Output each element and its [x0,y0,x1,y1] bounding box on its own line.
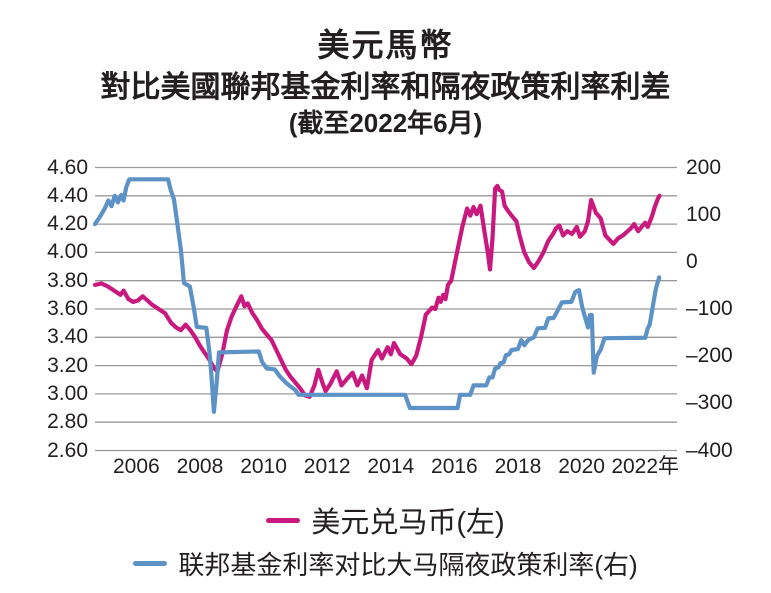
x-axis-tick-label: 2008 [176,455,224,478]
left-axis-tick-label: 4.60 [47,155,88,179]
right-axis-tick-label: –100 [686,297,733,320]
x-axis-tick-label: 2014 [367,455,415,478]
right-axis-tick-label: 100 [686,202,722,226]
x-axis-tick-label: 2010 [240,455,287,478]
left-axis-tick-label: 3.80 [47,268,88,292]
legend-label-usd-myr: 美元兑马币(左) [311,507,505,539]
left-axis-tick-label: 3.00 [47,381,88,405]
x-axis-tick-label: 2020 [558,455,605,478]
legend-item-usd-myr: 美元兑马币(左) [0,499,771,541]
left-axis-tick-label: 2.80 [47,410,88,434]
x-axis-tick-label: 2012 [303,455,351,478]
left-axis-tick-label: 4.20 [47,212,88,236]
left-axis-tick-label: 3.20 [47,353,88,377]
page-title: 美元馬幣 [317,27,454,63]
left-axis-tick-label: 3.40 [47,325,88,349]
page-title-line2: 對比美國聯邦基金利率和隔夜政策利率利差 [100,71,671,104]
x-axis-tick-label: 2022年 [611,455,680,478]
rate-spread-line [92,177,662,414]
x-axis-tick-label: 2006 [112,455,160,478]
rate-spread-legend-dash-icon [133,561,168,566]
right-axis-tick-label: –200 [686,344,733,368]
right-axis-tick-label: –400 [686,438,733,462]
left-axis-tick-label: 3.60 [47,297,88,320]
legend-label-rate-spread: 联邦基金利率对比大马隔夜政策利率(右) [178,550,638,580]
left-axis-tick-label: 4.40 [47,183,88,207]
right-axis-tick-label: 0 [686,249,698,273]
left-axis-tick-label: 2.60 [47,438,88,462]
x-axis-tick-label: 2018 [494,455,542,478]
right-axis-tick-label: 200 [686,155,722,179]
chart-subtitle: (截至2022年6月) [288,108,483,138]
usd-myr-legend-dash-icon [266,517,301,523]
right-axis-tick-label: –300 [686,391,733,415]
left-axis-tick-label: 4.00 [47,240,88,264]
x-axis-tick-label: 2016 [431,455,478,478]
legend-item-rate-spread: 联邦基金利率对比大马隔夜政策利率(右) [0,545,771,582]
